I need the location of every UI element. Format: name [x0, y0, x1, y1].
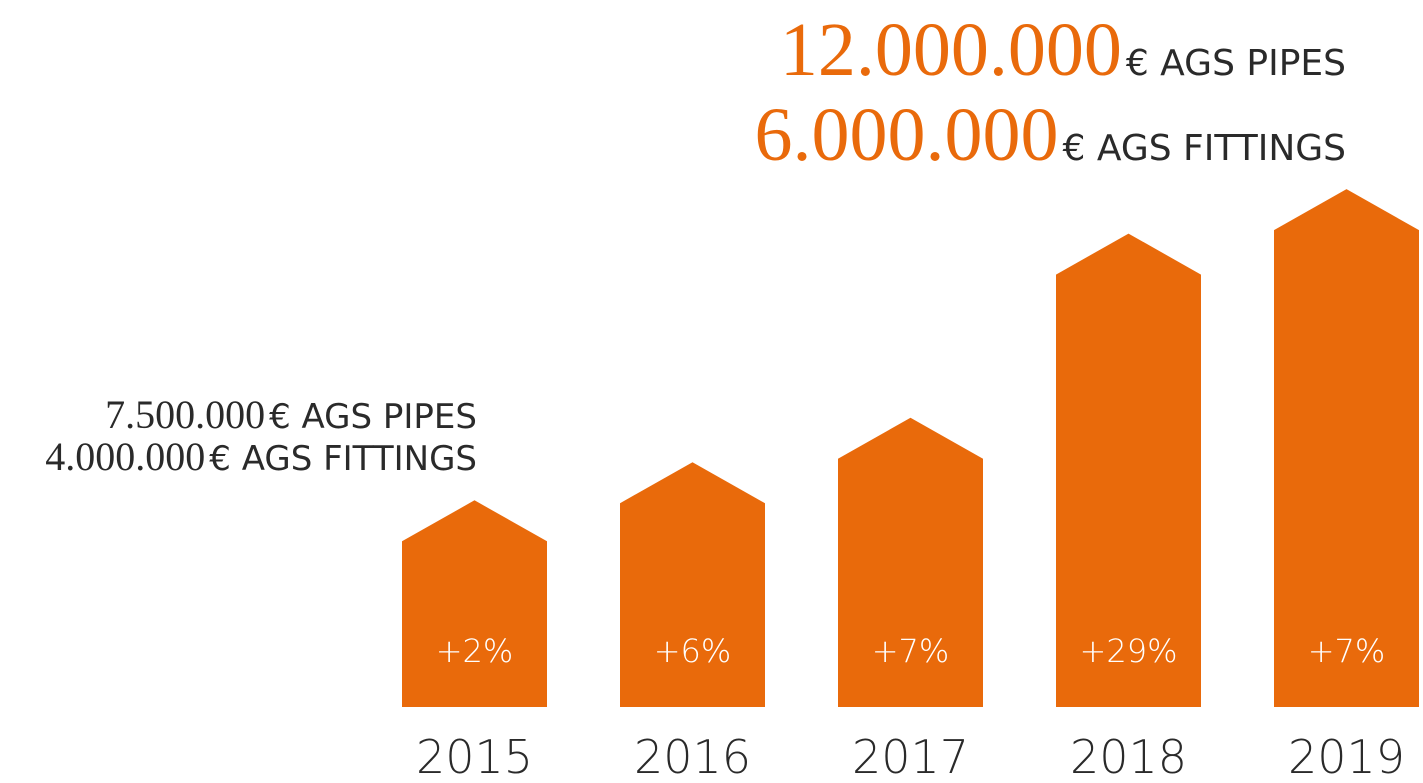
amount: 7.500.000 [105, 392, 265, 437]
bar [838, 417, 983, 707]
end-pipes: 12.000.000 € AGS PIPES [780, 8, 1346, 92]
x-tick-label: 2019 [1288, 730, 1405, 783]
x-tick-label: 2015 [416, 730, 533, 783]
value-label: +6% [654, 632, 732, 670]
end-fittings: 6.000.000 € AGS FITTINGS [755, 93, 1347, 177]
unit: € AGS PIPES [1126, 43, 1346, 84]
bar [402, 500, 547, 707]
value-label: +7% [872, 632, 950, 670]
start-pipes: 7.500.000 € AGS PIPES [105, 392, 477, 437]
unit: € AGS FITTINGS [1063, 128, 1347, 169]
bar [620, 462, 765, 707]
x-tick-label: 2018 [1070, 730, 1187, 783]
amount: 4.000.000 [45, 434, 205, 479]
unit: € AGS PIPES [269, 397, 477, 437]
start-fittings: 4.000.000 € AGS FITTINGS [45, 434, 477, 479]
unit: € AGS FITTINGS [209, 439, 477, 479]
value-label: +29% [1080, 632, 1178, 670]
x-tick-label: 2017 [852, 730, 969, 783]
amount: 6.000.000 [755, 93, 1059, 177]
bar [1056, 233, 1201, 707]
value-label: +7% [1308, 632, 1386, 670]
value-label: +2% [436, 632, 514, 670]
bar [1274, 189, 1419, 707]
x-tick-label: 2016 [634, 730, 751, 783]
amount: 12.000.000 [780, 8, 1122, 92]
